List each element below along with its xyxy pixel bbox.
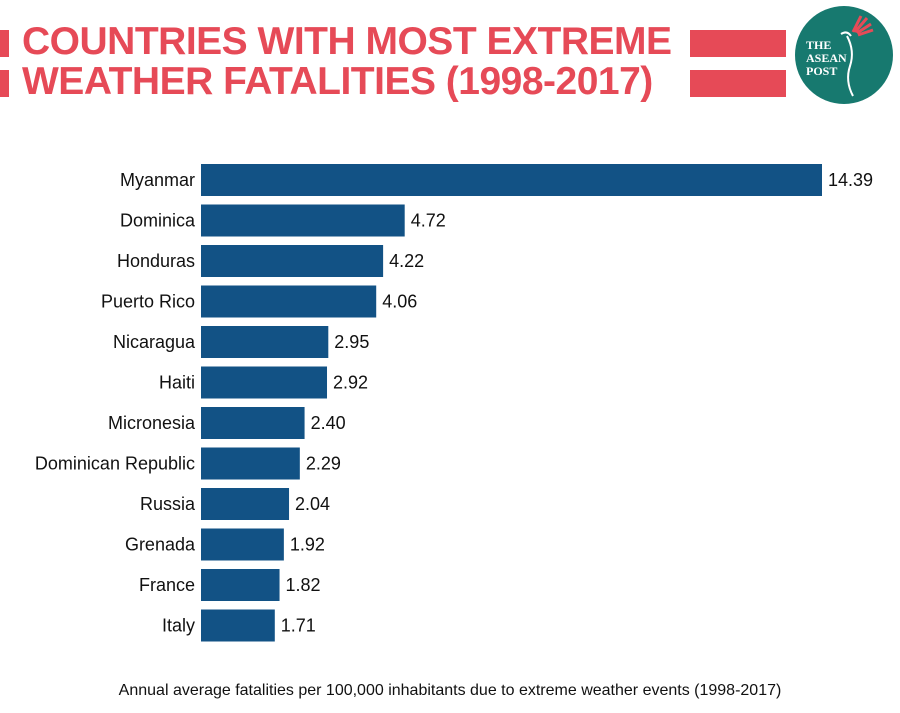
- category-label: Grenada: [125, 535, 196, 555]
- asean-post-logo: THE ASEAN POST: [795, 6, 893, 104]
- value-label: 4.06: [382, 292, 417, 312]
- bar-micronesia: [201, 407, 305, 439]
- category-label: Dominica: [120, 211, 196, 231]
- bar-russia: [201, 488, 290, 520]
- bar-honduras: [201, 245, 384, 277]
- bar-myanmar: [201, 164, 822, 196]
- category-label: Russia: [140, 494, 196, 514]
- category-label: Micronesia: [108, 413, 196, 433]
- value-label: 2.40: [311, 413, 346, 433]
- title-accent-right-2: [690, 70, 786, 97]
- title-accent-left-2: [0, 70, 9, 97]
- value-label: 1.92: [290, 535, 325, 555]
- bar-nicaragua: [201, 326, 329, 358]
- category-label: Puerto Rico: [101, 292, 195, 312]
- bird-icon: [840, 15, 874, 97]
- category-label: Dominican Republic: [35, 454, 195, 474]
- value-label: 2.04: [295, 494, 330, 514]
- x-axis-caption: Annual average fatalities per 100,000 in…: [118, 682, 782, 699]
- category-label: Nicaragua: [113, 332, 196, 352]
- bar-dominica: [201, 204, 405, 237]
- category-label: Italy: [162, 616, 195, 636]
- value-label: 2.92: [333, 373, 368, 393]
- value-label: 14.39: [828, 170, 873, 190]
- category-label: France: [139, 575, 195, 595]
- title-accent-left-1: [0, 30, 9, 57]
- value-label: 1.71: [281, 616, 316, 636]
- value-label: 1.82: [286, 575, 321, 595]
- value-label: 4.22: [389, 251, 424, 271]
- value-label: 2.95: [334, 332, 369, 352]
- title-line-2: WEATHER FATALITIES (1998-2017): [22, 60, 653, 103]
- bar-france: [201, 569, 280, 601]
- category-label: Myanmar: [120, 170, 195, 190]
- value-label: 4.72: [411, 211, 446, 231]
- category-label: Honduras: [117, 251, 195, 271]
- title-accent-right-1: [690, 30, 786, 57]
- bar-grenada: [201, 528, 284, 561]
- bar-haiti: [201, 366, 328, 399]
- category-label: Haiti: [159, 373, 195, 393]
- bar-italy: [201, 609, 275, 642]
- chart-title: COUNTRIES WITH MOST EXTREME WEATHER FATA…: [22, 22, 672, 102]
- bar-dominican-republic: [201, 447, 300, 480]
- value-label: 2.29: [306, 454, 341, 474]
- bar-puerto-rico: [201, 285, 377, 318]
- title-line-1: COUNTRIES WITH MOST EXTREME: [22, 20, 672, 63]
